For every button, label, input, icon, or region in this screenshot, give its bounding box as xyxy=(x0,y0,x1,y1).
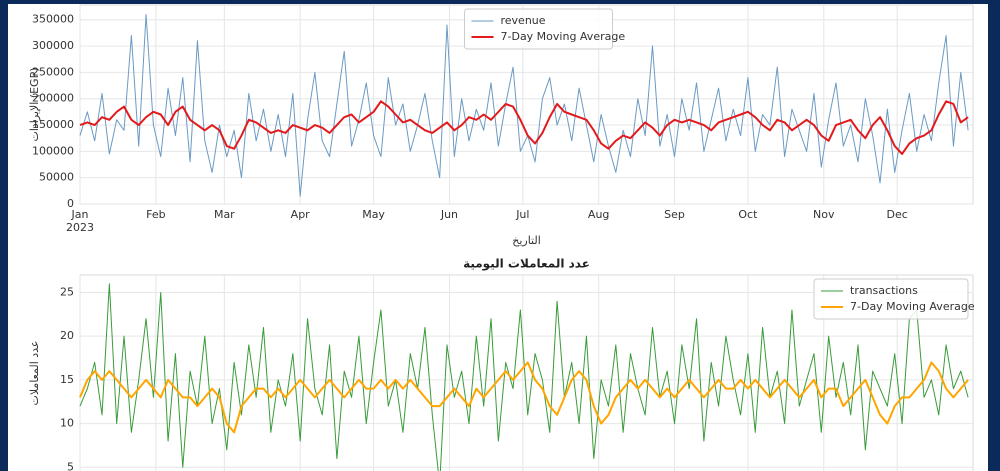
x-tick-label: Dec xyxy=(887,208,908,221)
y-tick-label: 10 xyxy=(60,417,74,430)
x-tick-label: May xyxy=(362,208,385,221)
legend-label: transactions xyxy=(850,284,918,297)
series-line xyxy=(79,100,969,155)
x-tick-label: Mar xyxy=(214,208,235,221)
legend-box xyxy=(464,8,613,50)
legend-label: 7-Day Moving Average xyxy=(850,300,975,313)
y-tick-label: 25 xyxy=(60,285,74,298)
series-line xyxy=(79,361,969,434)
y-tick-label: 0 xyxy=(67,197,74,210)
y-tick-label: 15 xyxy=(60,373,74,386)
x-tick-label: Jan xyxy=(71,208,89,221)
series-line xyxy=(79,13,969,197)
y-tick-label: 250000 xyxy=(32,65,74,78)
legend-label: 7-Day Moving Average xyxy=(501,30,626,43)
legend-label: revenue xyxy=(501,14,546,27)
y-axis-label: عدد المعاملات xyxy=(28,341,41,406)
y-tick-label: 350000 xyxy=(32,13,74,26)
x-axis-label: التاريخ xyxy=(512,234,541,247)
x-tick-label: Feb xyxy=(146,208,165,221)
y-tick-label: 200000 xyxy=(32,92,74,105)
legend-box xyxy=(813,278,969,320)
x-tick-label: Jul xyxy=(515,208,529,221)
y-tick-label: 50000 xyxy=(39,171,74,184)
x-tick-label: Sep xyxy=(664,208,685,221)
x-tick-sublabel: 2023 xyxy=(66,221,94,234)
series-line xyxy=(79,283,969,471)
legend: revenue 7-Day Moving Average xyxy=(464,8,626,50)
chart-title: عدد المعاملات اليومية xyxy=(463,257,590,272)
y-tick-label: 20 xyxy=(60,329,74,342)
y-axis-label: الإيرادات (EGP) xyxy=(28,67,41,141)
y-tick-label: 5 xyxy=(67,460,74,471)
y-tick-label: 150000 xyxy=(32,118,74,131)
x-tick-label: Nov xyxy=(813,208,835,221)
y-tick-label: 100000 xyxy=(32,144,74,157)
x-tick-label: Apr xyxy=(291,208,311,221)
x-tick-label: Jun xyxy=(440,208,458,221)
x-tick-label: Oct xyxy=(738,208,758,221)
legend: transactions 7-Day Moving Average xyxy=(813,278,975,320)
x-tick-label: Aug xyxy=(588,208,609,221)
y-tick-label: 300000 xyxy=(32,39,74,52)
